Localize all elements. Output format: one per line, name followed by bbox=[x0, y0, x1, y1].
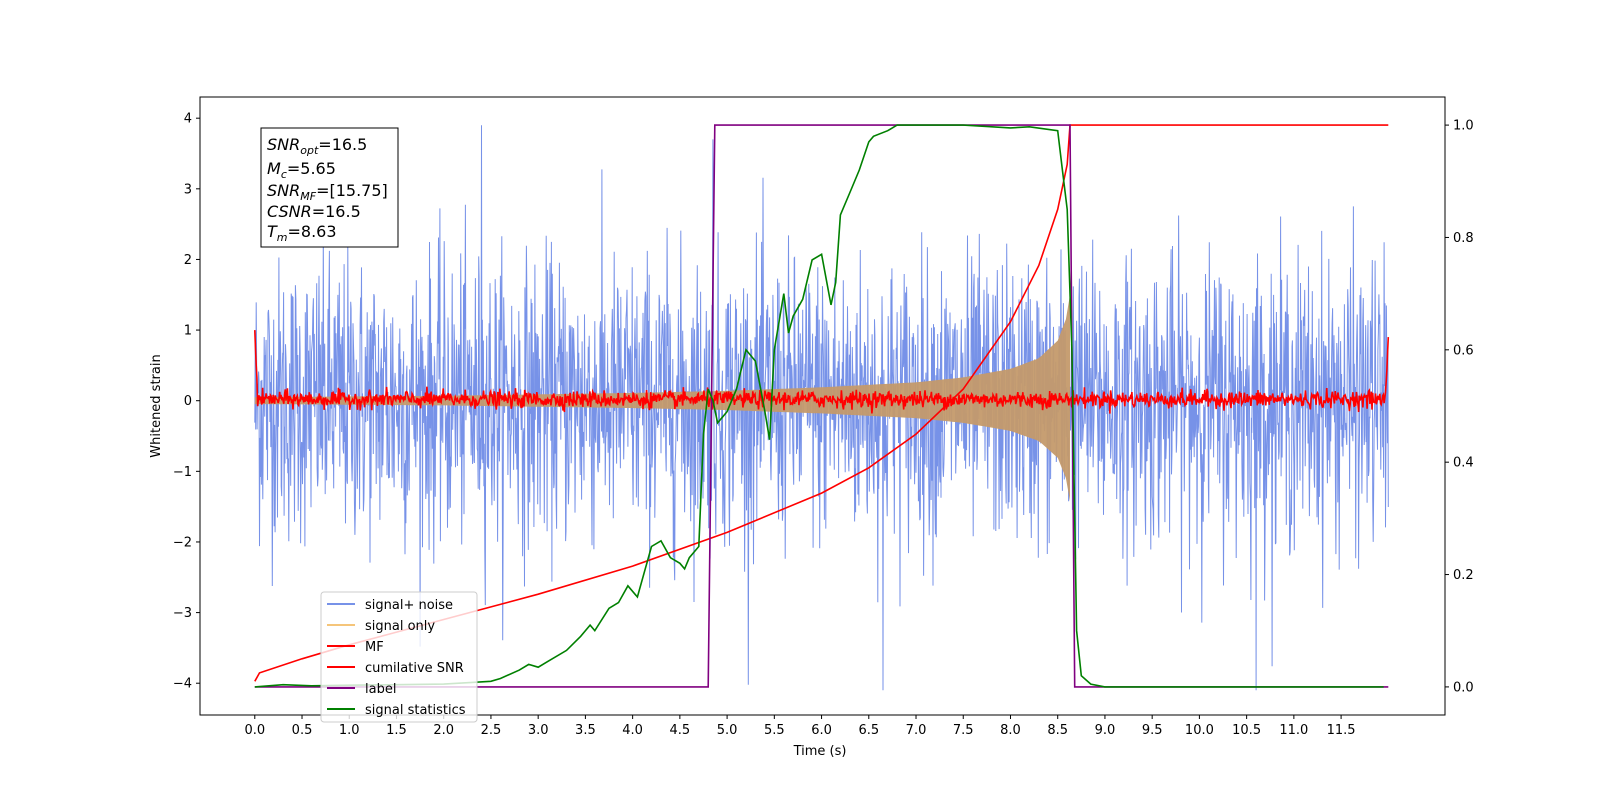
svg-text:signal statistics: signal statistics bbox=[365, 703, 466, 718]
annotation-line-1: SNRopt=16.5 bbox=[267, 135, 367, 157]
x-tick-label: 5.0 bbox=[717, 723, 738, 738]
y-left-tick-label: −1 bbox=[173, 465, 192, 480]
x-tick-label: 8.5 bbox=[1047, 723, 1068, 738]
y-left-tick-label: −3 bbox=[173, 606, 192, 621]
x-tick-label: 10.5 bbox=[1232, 723, 1261, 738]
svg-text:signal only: signal only bbox=[365, 619, 435, 634]
annotation-line-2: Mc=5.65 bbox=[267, 159, 336, 181]
x-tick-label: 9.5 bbox=[1142, 723, 1163, 738]
y-ticks-left: 4 3 2 1 0 −1 −2 −3 −4 bbox=[173, 112, 200, 692]
legend-entry-signal-only: signal only bbox=[327, 619, 435, 634]
x-tick-label: 7.5 bbox=[953, 723, 974, 738]
svg-text:cumilative SNR: cumilative SNR bbox=[365, 661, 464, 676]
y-left-tick-label: 4 bbox=[184, 112, 192, 127]
x-tick-label: 11.0 bbox=[1279, 723, 1308, 738]
y-ticks-right: 1.0 0.8 0.6 0.4 0.2 0.0 bbox=[1445, 119, 1474, 695]
series-mf bbox=[254, 330, 1390, 414]
x-tick-label: 2.5 bbox=[481, 723, 502, 738]
annotation-line-5: Tm=8.63 bbox=[267, 222, 337, 244]
x-ticks: 0.0 0.5 1.0 1.5 2.0 2.5 3.0 3.5 4.0 4.5 5.0 5.5 6.0 6… bbox=[244, 715, 1356, 738]
annotation-line-4: CSNR=16.5 bbox=[267, 202, 361, 221]
y-right-tick-label: 0.4 bbox=[1453, 456, 1474, 471]
y-left-tick-label: 3 bbox=[184, 182, 192, 197]
y-axis-label: Whitened strain bbox=[149, 354, 164, 457]
y-left-tick-label: −4 bbox=[173, 677, 192, 692]
x-tick-label: 6.0 bbox=[811, 723, 832, 738]
svg-text:label: label bbox=[365, 682, 396, 697]
x-tick-label: 1.5 bbox=[386, 723, 407, 738]
x-tick-label: 9.0 bbox=[1095, 723, 1116, 738]
y-right-tick-label: 1.0 bbox=[1453, 119, 1474, 134]
y-right-tick-label: 0.6 bbox=[1453, 343, 1474, 358]
x-tick-label: 0.0 bbox=[244, 723, 265, 738]
legend-entry-signal-statistics: signal statistics bbox=[327, 703, 466, 718]
y-right-tick-label: 0.2 bbox=[1453, 568, 1474, 583]
x-tick-label: 4.0 bbox=[622, 723, 643, 738]
legend-entry-signal-noise: signal+ noise bbox=[327, 598, 453, 613]
x-tick-label: 10.0 bbox=[1185, 723, 1214, 738]
x-tick-label: 11.5 bbox=[1327, 723, 1356, 738]
legend-entry-mf: MF bbox=[327, 640, 384, 655]
x-tick-label: 8.0 bbox=[1000, 723, 1021, 738]
y-left-tick-label: 2 bbox=[184, 253, 192, 268]
x-tick-label: 7.0 bbox=[906, 723, 927, 738]
x-tick-label: 1.0 bbox=[339, 723, 360, 738]
annotation-box: SNRopt=16.5 Mc=5.65 SNRMF=[15.75] CSNR=1… bbox=[260, 127, 399, 248]
series-signal-statistics bbox=[254, 124, 1384, 688]
y-left-tick-label: 0 bbox=[184, 394, 192, 409]
y-right-tick-label: 0.8 bbox=[1453, 231, 1474, 246]
legend-entry-label: label bbox=[327, 682, 396, 697]
svg-text:signal+ noise: signal+ noise bbox=[365, 598, 453, 613]
x-tick-label: 5.5 bbox=[764, 723, 785, 738]
legend: signal+ noise signal only MF cumilative … bbox=[320, 591, 478, 723]
x-tick-label: 3.0 bbox=[528, 723, 549, 738]
svg-text:MF: MF bbox=[365, 640, 384, 655]
y-left-tick-label: 1 bbox=[184, 324, 192, 339]
plot-frame bbox=[199, 96, 1446, 716]
y-left-tick-label: −2 bbox=[173, 535, 192, 550]
x-tick-label: 0.5 bbox=[292, 723, 313, 738]
legend-entry-cumilative-snr: cumilative SNR bbox=[327, 661, 464, 676]
x-tick-label: 4.5 bbox=[670, 723, 691, 738]
y-right-tick-label: 0.0 bbox=[1453, 680, 1474, 695]
x-tick-label: 2.0 bbox=[433, 723, 454, 738]
x-axis-label: Time (s) bbox=[793, 744, 847, 759]
x-tick-label: 3.5 bbox=[575, 723, 596, 738]
annotation-line-3: SNRMF=[15.75] bbox=[267, 181, 388, 203]
x-tick-label: 6.5 bbox=[858, 723, 879, 738]
